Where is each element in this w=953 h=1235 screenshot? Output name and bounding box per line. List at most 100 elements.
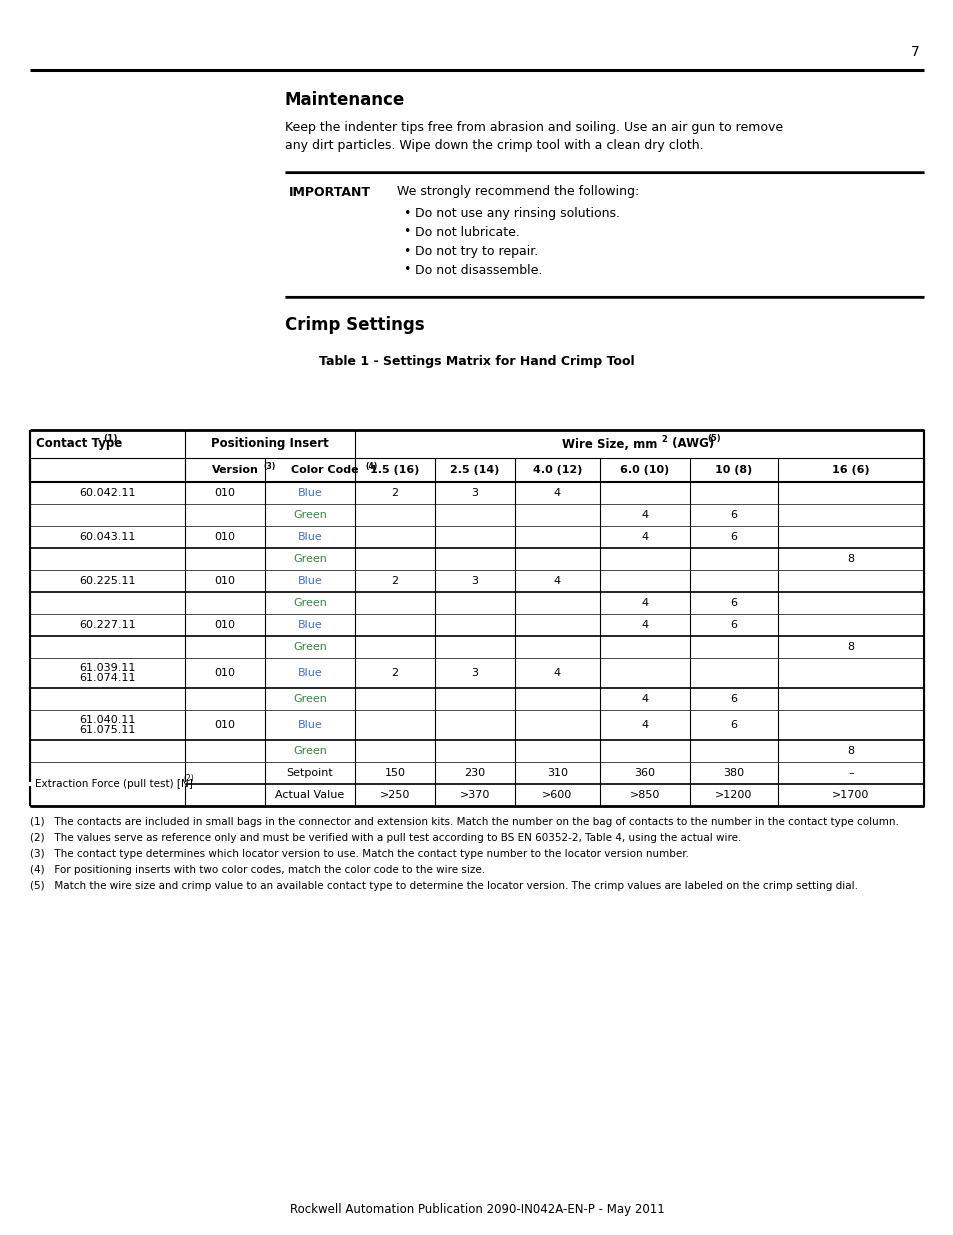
Text: Green: Green	[293, 746, 327, 756]
Text: 010: 010	[214, 488, 235, 498]
Text: 10 (8): 10 (8)	[715, 466, 752, 475]
Text: >1200: >1200	[715, 790, 752, 800]
Text: 4: 4	[640, 694, 648, 704]
Text: 4: 4	[554, 488, 560, 498]
Text: Do not use any rinsing solutions.: Do not use any rinsing solutions.	[415, 206, 619, 220]
Text: >250: >250	[379, 790, 410, 800]
Text: 60.042.11: 60.042.11	[79, 488, 135, 498]
Text: 150: 150	[384, 768, 405, 778]
Text: 2.5 (14): 2.5 (14)	[450, 466, 499, 475]
Text: (5)   Match the wire size and crimp value to an available contact type to determ: (5) Match the wire size and crimp value …	[30, 881, 857, 890]
Text: Positioning Insert: Positioning Insert	[211, 437, 329, 451]
Text: 6: 6	[730, 694, 737, 704]
Text: –: –	[847, 768, 853, 778]
Text: 2: 2	[391, 488, 398, 498]
Text: 60.225.11: 60.225.11	[79, 576, 135, 585]
Text: Maintenance: Maintenance	[285, 91, 405, 109]
Text: >850: >850	[629, 790, 659, 800]
Text: (AWG): (AWG)	[668, 437, 714, 451]
Text: 8: 8	[846, 555, 854, 564]
Text: We strongly recommend the following:: We strongly recommend the following:	[396, 185, 639, 199]
Text: 8: 8	[846, 642, 854, 652]
Text: >370: >370	[459, 790, 490, 800]
Text: (3): (3)	[263, 462, 274, 471]
Text: >600: >600	[542, 790, 572, 800]
Text: 6: 6	[730, 532, 737, 542]
Text: Green: Green	[293, 694, 327, 704]
Text: Keep the indenter tips free from abrasion and soiling. Use an air gun to remove: Keep the indenter tips free from abrasio…	[285, 121, 782, 135]
Text: 3: 3	[471, 488, 478, 498]
Text: •: •	[403, 206, 410, 220]
Text: (4): (4)	[365, 462, 376, 471]
Text: 6: 6	[730, 720, 737, 730]
Text: 6: 6	[730, 598, 737, 608]
Text: 4.0 (12): 4.0 (12)	[533, 466, 581, 475]
Text: 230: 230	[464, 768, 485, 778]
Text: (1)   The contacts are included in small bags in the connector and extension kit: (1) The contacts are included in small b…	[30, 818, 898, 827]
Text: 360: 360	[634, 768, 655, 778]
Text: Crimp Settings: Crimp Settings	[285, 316, 424, 333]
Text: IMPORTANT: IMPORTANT	[289, 185, 371, 199]
Text: Do not try to repair.: Do not try to repair.	[415, 245, 537, 258]
Text: 1.5 (16): 1.5 (16)	[370, 466, 419, 475]
Text: any dirt particles. Wipe down the crimp tool with a clean dry cloth.: any dirt particles. Wipe down the crimp …	[285, 140, 703, 152]
Text: Blue: Blue	[297, 576, 322, 585]
Text: Green: Green	[293, 598, 327, 608]
Text: 010: 010	[214, 620, 235, 630]
Text: 6: 6	[730, 510, 737, 520]
Text: Green: Green	[293, 555, 327, 564]
Text: 4: 4	[554, 576, 560, 585]
Text: Extraction Force (pull test) [N]: Extraction Force (pull test) [N]	[35, 779, 193, 789]
Text: 010: 010	[214, 532, 235, 542]
Text: Actual Value: Actual Value	[275, 790, 344, 800]
Text: Blue: Blue	[297, 720, 322, 730]
Text: 61.074.11: 61.074.11	[79, 673, 135, 683]
Text: 61.075.11: 61.075.11	[79, 725, 135, 735]
Text: 4: 4	[554, 668, 560, 678]
Text: Wire Size, mm: Wire Size, mm	[561, 437, 657, 451]
Text: Rockwell Automation Publication 2090-IN042A-EN-P - May 2011: Rockwell Automation Publication 2090-IN0…	[290, 1203, 663, 1216]
Text: •: •	[403, 226, 410, 238]
Text: Version: Version	[212, 466, 258, 475]
Text: 61.039.11: 61.039.11	[79, 663, 135, 673]
Text: 6: 6	[730, 620, 737, 630]
Text: (2)   The values serve as reference only and must be verified with a pull test a: (2) The values serve as reference only a…	[30, 832, 740, 844]
Text: 4: 4	[640, 532, 648, 542]
Text: Blue: Blue	[297, 488, 322, 498]
Text: •: •	[403, 263, 410, 277]
Text: Table 1 - Settings Matrix for Hand Crimp Tool: Table 1 - Settings Matrix for Hand Crimp…	[319, 356, 634, 368]
Text: (4)   For positioning inserts with two color codes, match the color code to the : (4) For positioning inserts with two col…	[30, 864, 485, 876]
Text: 2: 2	[391, 668, 398, 678]
Text: Green: Green	[293, 642, 327, 652]
Text: 4: 4	[640, 510, 648, 520]
Text: 2: 2	[660, 435, 667, 443]
Text: Setpoint: Setpoint	[286, 768, 333, 778]
Text: 310: 310	[546, 768, 567, 778]
Text: 7: 7	[910, 44, 919, 59]
Text: Contact Type: Contact Type	[36, 437, 122, 451]
Text: >1700: >1700	[831, 790, 869, 800]
Text: Blue: Blue	[297, 532, 322, 542]
Text: 010: 010	[214, 576, 235, 585]
Text: 60.043.11: 60.043.11	[79, 532, 135, 542]
Text: Blue: Blue	[297, 620, 322, 630]
Text: Color Code: Color Code	[291, 466, 358, 475]
Text: •: •	[403, 245, 410, 258]
Text: 61.040.11: 61.040.11	[79, 715, 135, 725]
Text: 4: 4	[640, 720, 648, 730]
Text: 010: 010	[214, 668, 235, 678]
Text: 4: 4	[640, 598, 648, 608]
Text: 380: 380	[722, 768, 743, 778]
Text: Blue: Blue	[297, 668, 322, 678]
Text: 4: 4	[640, 620, 648, 630]
Text: 010: 010	[214, 720, 235, 730]
Text: (2): (2)	[183, 774, 193, 783]
Text: 16 (6): 16 (6)	[831, 466, 869, 475]
Text: (3)   The contact type determines which locator version to use. Match the contac: (3) The contact type determines which lo…	[30, 848, 688, 860]
Text: 60.227.11: 60.227.11	[79, 620, 135, 630]
Text: (5): (5)	[707, 435, 720, 443]
Text: Green: Green	[293, 510, 327, 520]
Text: (1): (1)	[103, 435, 117, 443]
Text: Do not disassemble.: Do not disassemble.	[415, 263, 542, 277]
Text: Do not lubricate.: Do not lubricate.	[415, 226, 519, 238]
